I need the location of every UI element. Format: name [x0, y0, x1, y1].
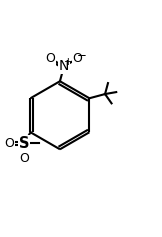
Text: −: −	[77, 49, 87, 62]
Text: N: N	[59, 59, 69, 73]
Text: O: O	[72, 52, 82, 65]
Text: O: O	[19, 152, 29, 164]
Text: O: O	[46, 52, 56, 65]
Text: +: +	[64, 57, 72, 67]
Text: O: O	[5, 137, 14, 150]
Text: S: S	[19, 136, 29, 151]
